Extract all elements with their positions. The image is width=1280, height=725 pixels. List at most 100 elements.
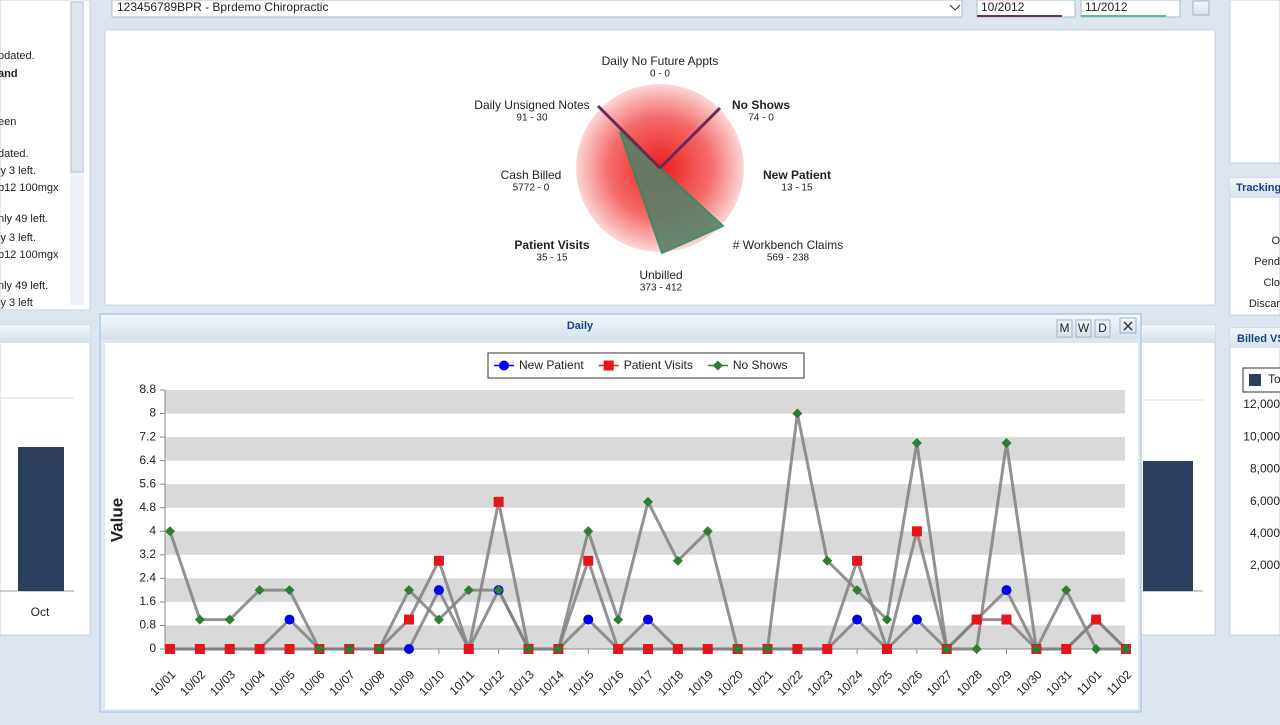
left-text: b12 100mgx (0, 249, 59, 261)
panel-header (1230, 178, 1280, 198)
y-tick-label: 10,000 (1243, 429, 1280, 443)
marker (1091, 644, 1102, 654)
tracking-rows: O Pend Clo Discar (1249, 235, 1280, 310)
marker (971, 614, 982, 625)
radar-value: 569 - 238 (767, 253, 810, 264)
marker (165, 526, 175, 537)
y-axis-title: Value (107, 498, 126, 542)
scroll-thumb[interactable] (70, 1, 84, 173)
legend-marker (712, 360, 723, 371)
y-tick-label: 0.8 (139, 618, 156, 632)
radar-value: 74 - 0 (748, 113, 774, 124)
marker (1091, 614, 1102, 625)
marker (433, 614, 444, 625)
marker (553, 644, 564, 654)
practice-text: 123456789BPR - Bprdemo Chiropractic (117, 0, 328, 14)
marker (404, 644, 414, 654)
left-text: een (0, 116, 16, 128)
grid-band (165, 531, 1125, 555)
x-tick-label: Oct (31, 605, 50, 619)
marker (404, 614, 414, 625)
marker (344, 644, 355, 654)
y-tick-label: 4 (149, 523, 156, 537)
billed-ticks: 12,000 10,000 8,000 6,000 4,000 2,000 (1243, 397, 1280, 572)
marker (762, 644, 773, 654)
marker (852, 555, 863, 566)
y-tick-label: 7.2 (139, 429, 156, 443)
marker (404, 585, 414, 596)
marker (643, 644, 653, 654)
panel-header (1230, 328, 1280, 348)
y-tick-label: 4.8 (139, 500, 156, 514)
period-label: D (1098, 321, 1107, 335)
y-tick-label: 0 (149, 641, 156, 655)
y-tick-label: 3.2 (139, 547, 156, 561)
marker (792, 644, 803, 654)
legend-label: Patient Visits (624, 358, 693, 372)
marker (463, 644, 474, 654)
marker (583, 555, 594, 566)
panel-title: Billed VS (1237, 333, 1280, 345)
radar-label: Patient Visits (514, 238, 589, 252)
marker (643, 496, 653, 507)
radar-value: 13 - 15 (781, 183, 813, 194)
marker (911, 614, 922, 625)
tracking-row: O (1271, 235, 1280, 247)
marker (613, 644, 624, 654)
marker (822, 644, 833, 654)
period-button[interactable] (1075, 319, 1092, 338)
marker (852, 614, 863, 625)
radar-value: 35 - 15 (536, 253, 568, 264)
marker (194, 644, 205, 654)
radar-label: Unbilled (639, 268, 682, 282)
left-text: and (0, 68, 18, 80)
left-text: ly 3 left. (0, 232, 36, 244)
marker (643, 614, 653, 625)
marker (792, 408, 803, 419)
left-text: nly 49 left. (0, 280, 48, 292)
radar-value: 0 - 0 (650, 69, 670, 80)
marker (165, 644, 175, 654)
grid-band (165, 390, 1125, 414)
marker (971, 644, 982, 654)
dropdown-arrow (949, 4, 961, 11)
marker (523, 644, 534, 654)
marker (254, 585, 265, 596)
period-button[interactable] (1094, 319, 1111, 338)
marker (314, 644, 325, 654)
y-tick-label: 5.6 (139, 476, 156, 490)
date-to-text: 11/2012 (1085, 0, 1128, 14)
legend-label: New Patient (519, 358, 584, 372)
y-tick-label: 6.4 (139, 453, 156, 467)
marker (672, 555, 683, 566)
y-tick-label: 12,000 (1243, 397, 1280, 411)
grid-band (165, 484, 1125, 508)
radar-label: Daily No Future Appts (602, 54, 719, 68)
left-lines: pdated. and een dated. ly 3 left. b12 100mgx n… (0, 50, 59, 309)
radar-label: New Patient (763, 168, 831, 182)
marker (493, 496, 504, 507)
period-button[interactable] (1056, 319, 1073, 338)
marker (194, 614, 205, 625)
radar-label: # Workbench Claims (733, 238, 843, 252)
right-top-panel (1229, 0, 1280, 164)
radar-line (596, 104, 662, 170)
marker (1001, 437, 1012, 448)
panel-header (0, 325, 90, 343)
marker (702, 526, 713, 537)
legend-label: No Shows (733, 358, 788, 372)
grid-band (165, 437, 1125, 461)
left-text: b12 100mgx (0, 182, 59, 194)
refresh-button[interactable] (1192, 0, 1210, 16)
marker (1001, 614, 1012, 625)
marker (732, 644, 743, 654)
marker (613, 614, 624, 625)
panel-title: Tracking (1236, 182, 1280, 194)
bar (1143, 461, 1193, 591)
practice-select[interactable] (111, 0, 963, 18)
marker (941, 644, 952, 654)
marker (911, 526, 922, 537)
legend-swatch (1249, 374, 1261, 386)
